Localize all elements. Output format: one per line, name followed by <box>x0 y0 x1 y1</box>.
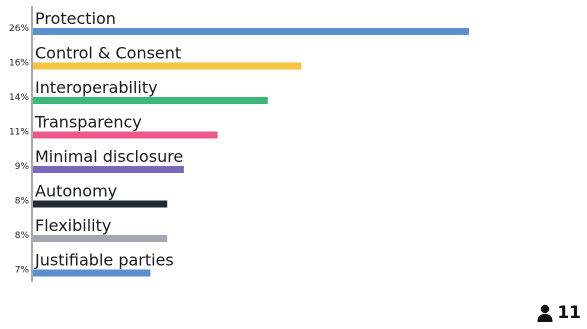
value-label: 7% <box>15 266 30 276</box>
category-label: Autonomy <box>35 182 117 201</box>
bar <box>33 62 302 70</box>
value-label: 26% <box>9 24 29 34</box>
bars-group: Protection 26% Control & Consent 16% Interop… <box>9 9 469 277</box>
person-icon <box>537 304 553 322</box>
bar <box>33 131 218 139</box>
category-label: Justifiable parties <box>34 251 174 270</box>
bar <box>33 269 151 277</box>
bar <box>33 200 168 208</box>
bar <box>33 97 268 104</box>
category-label: Transparency <box>34 113 142 132</box>
category-label: Control & Consent <box>35 44 181 63</box>
category-label: Protection <box>35 9 116 28</box>
value-label: 9% <box>15 162 30 172</box>
bar <box>33 28 469 35</box>
participant-counter: 11 <box>537 303 581 323</box>
category-label: Minimal disclosure <box>35 147 183 166</box>
value-label: 16% <box>9 59 29 69</box>
value-label: 8% <box>15 197 30 207</box>
bar <box>33 235 168 242</box>
value-label: 14% <box>9 93 29 103</box>
bar <box>33 166 184 173</box>
participant-count: 11 <box>557 303 581 323</box>
value-label: 8% <box>15 231 30 241</box>
category-label: Flexibility <box>35 216 111 235</box>
category-label: Interoperability <box>35 78 158 97</box>
value-label: 11% <box>9 128 29 138</box>
